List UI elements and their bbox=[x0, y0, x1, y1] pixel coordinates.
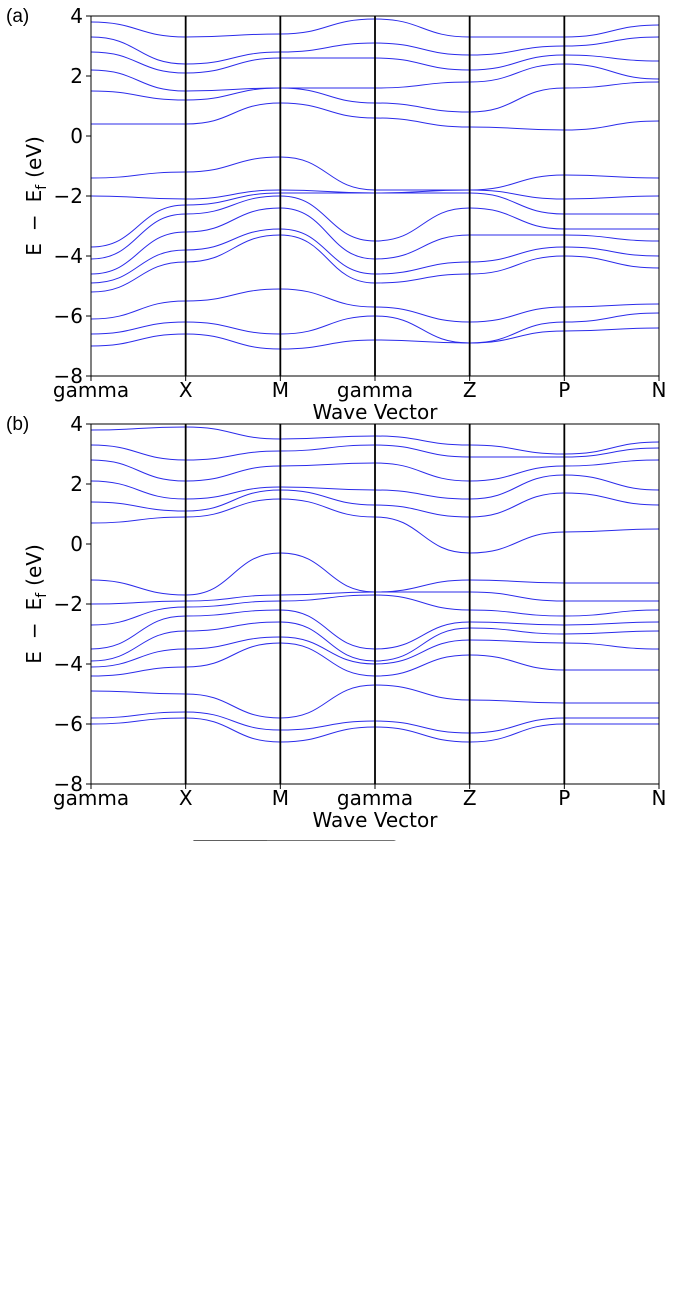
y-tick-label: 0 bbox=[70, 532, 83, 556]
x-tick-label: N bbox=[652, 378, 667, 402]
x-tick-label: P bbox=[558, 378, 570, 402]
y-axis-title-subscript: f bbox=[34, 592, 50, 598]
x-tick-label: M bbox=[272, 786, 289, 810]
x-tick-label: N bbox=[652, 786, 667, 810]
y-tick-label: −4 bbox=[54, 244, 83, 268]
y-tick-label: −2 bbox=[54, 184, 83, 208]
x-tick-label: M bbox=[272, 378, 289, 402]
y-tick-label: 4 bbox=[70, 412, 83, 436]
x-tick-label: gamma bbox=[337, 786, 413, 810]
brillouin-zone-diagram: a 2 a 1 a 3 Z N P Z 1 Γ M X bbox=[0, 534, 682, 1309]
brillouin-zone-svg: a 2 a 1 a 3 Z N P Z 1 Γ M X bbox=[130, 534, 491, 841]
y-axis-title-part: − bbox=[22, 622, 46, 639]
y-axis-title: E − Ef (eV) bbox=[22, 544, 50, 664]
y-axis-title: E − Ef (eV) bbox=[22, 136, 50, 256]
y-axis-title-part: E bbox=[22, 243, 46, 256]
y-axis-title-part: (eV) bbox=[22, 136, 46, 178]
x-axis-title: Wave Vector bbox=[313, 400, 439, 424]
x-tick-label: gamma bbox=[337, 378, 413, 402]
x-tick-label: P bbox=[558, 786, 570, 810]
x-tick-label: X bbox=[179, 786, 193, 810]
y-axis-title-part: E bbox=[22, 190, 46, 203]
x-tick-label: Z bbox=[463, 786, 477, 810]
x-tick-label: gamma bbox=[53, 378, 129, 402]
y-tick-label: −4 bbox=[54, 652, 83, 676]
x-axis-title: Wave Vector bbox=[313, 808, 439, 832]
y-tick-label: −8 bbox=[54, 772, 83, 796]
y-axis-title-part: E bbox=[22, 598, 46, 611]
y-tick-label: 2 bbox=[70, 64, 83, 88]
y-tick-label: 0 bbox=[70, 124, 83, 148]
x-tick-label: gamma bbox=[53, 786, 129, 810]
y-axis-title-part: − bbox=[22, 214, 46, 231]
y-tick-label: −6 bbox=[54, 712, 83, 736]
panel-label: (a) bbox=[6, 6, 29, 27]
x-tick-label: Z bbox=[463, 378, 477, 402]
y-axis-title-part: (eV) bbox=[22, 544, 46, 586]
y-tick-label: −8 bbox=[54, 364, 83, 388]
panel-label: (b) bbox=[6, 414, 29, 435]
y-axis-title-subscript: f bbox=[34, 184, 50, 190]
y-tick-label: 2 bbox=[70, 472, 83, 496]
y-tick-label: −6 bbox=[54, 304, 83, 328]
x-tick-label: X bbox=[179, 378, 193, 402]
y-axis-title-part: E bbox=[22, 651, 46, 664]
y-tick-label: −2 bbox=[54, 592, 83, 616]
y-tick-label: 4 bbox=[70, 4, 83, 28]
